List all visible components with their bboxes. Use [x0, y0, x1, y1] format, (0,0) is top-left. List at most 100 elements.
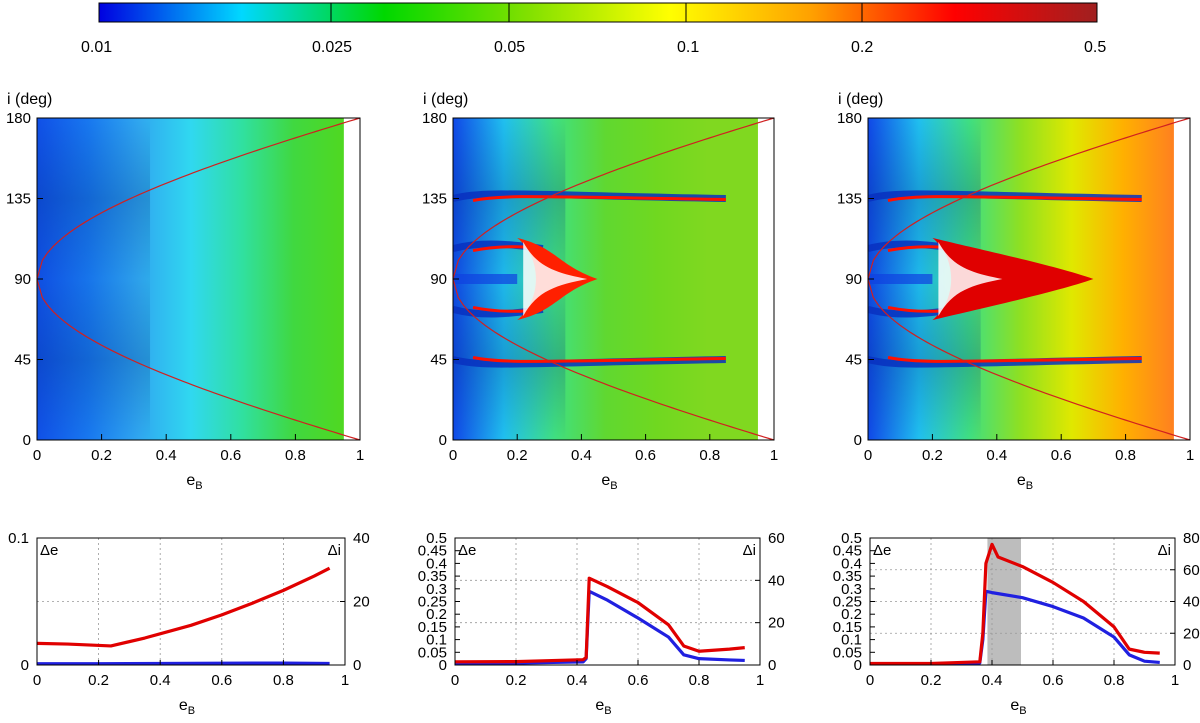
separatrix-lower — [867, 278, 1191, 441]
series-1-line — [454, 576, 745, 664]
polar-band — [453, 274, 518, 284]
y-left-tick-label-10: 0.5 — [841, 530, 862, 547]
y-tick-label-1: 45 — [430, 352, 447, 369]
heatmap-shade — [37, 118, 151, 440]
separatrix-upper — [452, 117, 775, 280]
x-axis-title: eB — [1017, 472, 1033, 492]
x-tick-label-1: 0.2 — [506, 672, 527, 689]
y-right-tick-label-0: 0 — [1183, 657, 1191, 674]
y-left-tick-label-9: 0.45 — [833, 543, 862, 560]
y-right-tick-label-2: 40 — [768, 572, 785, 589]
x-tick-label-2: 0.4 — [982, 672, 1003, 689]
y-left-tick-label-3: 0.15 — [833, 619, 862, 636]
y-left-tick-label-9: 0.45 — [418, 543, 447, 560]
heatmap-field — [37, 118, 345, 440]
y-left-tick-label-7: 0.35 — [833, 568, 862, 585]
y-axis-title: i (deg) — [838, 91, 883, 108]
y-tick-label-1: 45 — [845, 352, 862, 369]
left-corner-label: Δe — [458, 542, 476, 559]
y-tick-label-2: 90 — [430, 271, 447, 288]
x-tick-label-2: 0.4 — [571, 447, 592, 464]
x-tick-label-5: 1 — [756, 672, 764, 689]
series-1-line — [36, 566, 331, 648]
x-tick-label-5: 1 — [341, 672, 349, 689]
x-axis-title: eB — [1010, 697, 1026, 717]
x-axis-subscript: B — [195, 480, 202, 492]
left-corner-label: Δe — [40, 542, 58, 559]
x-axis-subscript: B — [1026, 480, 1033, 492]
x-tick-label-5: 1 — [356, 447, 364, 464]
series-0-line — [37, 661, 330, 666]
x-tick-label-2: 0.4 — [150, 672, 171, 689]
x-tick-label-3: 0.6 — [628, 672, 649, 689]
colorbar-label-5: 0.5 — [1084, 39, 1106, 56]
y-right-tick-label-1: 20 — [1183, 625, 1200, 642]
y-left-tick-label-1: 0.05 — [833, 644, 862, 661]
y-right-tick-label-3: 60 — [768, 530, 785, 547]
unstable-strip — [757, 118, 759, 440]
heatmap-panel-3: 0 0.2 0.4 0.6 0.8 1 0 45 90 135 180 i (deg) eB — [837, 91, 1194, 492]
y-left-tick-label-1: 0.1 — [8, 530, 29, 547]
separatrix-upper — [36, 117, 361, 280]
y-tick-label-0: 0 — [23, 432, 31, 449]
y-left-tick-label-10: 0.5 — [426, 530, 447, 547]
y-left-tick-label-2: 0.1 — [841, 632, 862, 649]
colorbar-label-1: 0.025 — [312, 39, 352, 56]
series-0-line — [455, 589, 745, 665]
chaotic-core — [932, 237, 1094, 321]
y-left-tick-label-2: 0.1 — [426, 632, 447, 649]
y-tick-label-3: 135 — [422, 191, 447, 208]
x-tick-label-1: 0.2 — [921, 672, 942, 689]
colorbar-label-0: 0.01 — [81, 39, 112, 56]
separatrix-upper — [867, 117, 1191, 280]
y-right-tick-label-3: 60 — [1183, 562, 1200, 579]
x-tick-label-3: 0.6 — [1043, 672, 1064, 689]
y-left-tick-label-5: 0.25 — [833, 594, 862, 611]
y-right-tick-label-2: 40 — [1183, 594, 1200, 611]
colorbar-gradient — [98, 2, 1098, 23]
line-panel-2: 0 0.2 0.4 0.6 0.8 100.050.10.150.20.250.30.35… — [418, 530, 785, 717]
y-tick-label-4: 180 — [422, 110, 447, 127]
x-tick-label-4: 0.8 — [1104, 672, 1125, 689]
x-axis-title: eB — [595, 697, 611, 717]
right-corner-label: Δi — [1158, 542, 1171, 559]
x-tick-label-2: 0.4 — [156, 447, 177, 464]
y-right-tick-label-1: 20 — [353, 594, 370, 611]
x-tick-label-3: 0.6 — [635, 447, 656, 464]
y-tick-label-3: 135 — [6, 191, 31, 208]
heatmap-panel-1: 0 0.2 0.4 0.6 0.8 1 0 45 90 135 180 i (deg) eB — [6, 91, 364, 492]
x-axis-title: eB — [186, 472, 202, 492]
y-axis-title: i (deg) — [423, 91, 468, 108]
separatrix-lower — [36, 278, 361, 441]
y-tick-label-0: 0 — [854, 432, 862, 449]
heatmap-field — [453, 118, 759, 440]
x-axis-subscript: B — [1019, 705, 1026, 717]
x-axis-title: eB — [179, 697, 195, 717]
x-tick-label-2: 0.4 — [567, 672, 588, 689]
y-left-tick-label-7: 0.35 — [418, 568, 447, 585]
y-left-tick-label-1: 0.05 — [418, 644, 447, 661]
colorbar-ticks — [330, 3, 863, 22]
x-tick-label-5: 1 — [770, 447, 778, 464]
y-left-tick-label-8: 0.4 — [426, 555, 447, 572]
x-tick-label-0: 0 — [33, 672, 41, 689]
x-tick-label-0: 0 — [33, 447, 41, 464]
y-left-tick-label-4: 0.2 — [426, 606, 447, 623]
heatmap-field — [868, 118, 1174, 440]
y-left-tick-label-4: 0.2 — [841, 606, 862, 623]
x-tick-label-0: 0 — [866, 672, 874, 689]
y-right-tick-label-0: 0 — [768, 657, 776, 674]
y-tick-label-4: 180 — [837, 110, 862, 127]
x-tick-label-1: 0.2 — [922, 447, 943, 464]
y-tick-label-0: 0 — [439, 432, 447, 449]
x-axis-subscript: B — [188, 705, 195, 717]
y-tick-label-2: 90 — [845, 271, 862, 288]
line-panel-3: 0 0.2 0.4 0.6 0.8 100.050.10.150.20.250.30.35… — [833, 530, 1200, 717]
y-left-tick-label-6: 0.3 — [841, 581, 862, 598]
y-left-tick-label-0: 0 — [854, 657, 862, 674]
resonance-band-red-3 — [472, 195, 726, 202]
right-corner-label: Δi — [743, 542, 756, 559]
colorbar-label-3: 0.1 — [677, 39, 699, 56]
